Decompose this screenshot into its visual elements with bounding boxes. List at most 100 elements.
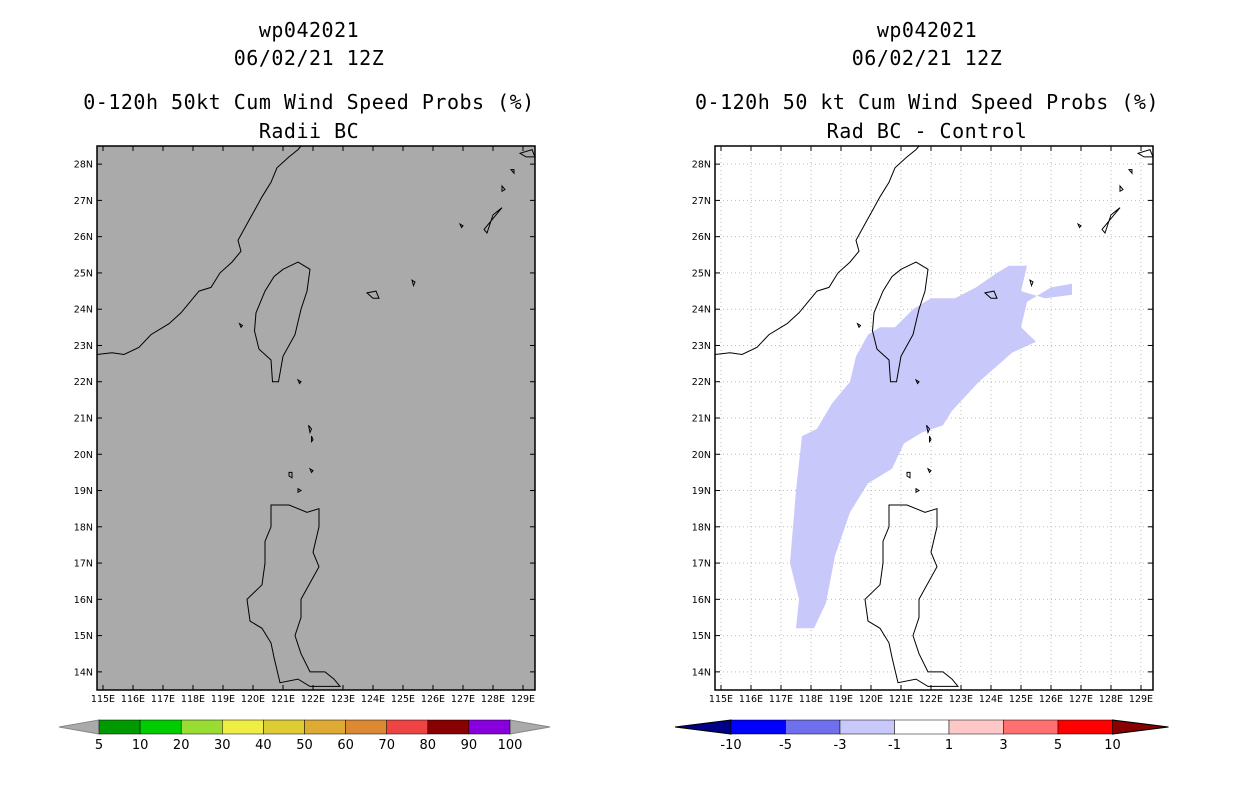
lon-label: 123E [949, 694, 973, 705]
storm-id: wp042021 [876, 18, 978, 42]
lat-label: 19N [74, 486, 93, 497]
coastline-china [96, 145, 302, 356]
lat-label: 21N [692, 414, 711, 425]
lat-label: 19N [692, 486, 711, 497]
panel-rad-bc-control: wp042021 06/02/21 12Z 0-120h 50 kt Cum W… [618, 0, 1236, 800]
lon-label: 120E [859, 694, 883, 705]
lat-label: 16N [74, 595, 93, 606]
colorbar-low-end [674, 719, 732, 735]
island [915, 487, 920, 494]
island [1101, 207, 1121, 235]
colorbar-label: 1 [945, 738, 953, 753]
product-subtitle: Rad BC - Control [826, 119, 1028, 143]
lon-label: 120E [241, 694, 265, 705]
colorbar-label: 40 [255, 738, 272, 753]
colorbar-label: 90 [461, 738, 478, 753]
lon-label: 126E [421, 694, 445, 705]
island [297, 487, 302, 494]
lon-label: 115E [91, 694, 115, 705]
island [288, 471, 293, 479]
colorbar-label: 20 [173, 738, 190, 753]
island [1076, 222, 1082, 229]
lat-label: 20N [692, 450, 711, 461]
island [914, 378, 920, 385]
forecast-time: 06/02/21 12Z [233, 46, 385, 70]
lat-label: 25N [692, 268, 711, 279]
colorbar-swatch [894, 719, 950, 735]
storm-id: wp042021 [258, 18, 360, 42]
lat-label: 27N [74, 196, 93, 207]
colorbar-label: 10 [1104, 738, 1121, 753]
colorbar-swatch [98, 719, 141, 735]
colorbar-label: 60 [337, 738, 354, 753]
lon-label: 123E [331, 694, 355, 705]
island [311, 435, 314, 443]
colorbar-swatch [730, 719, 786, 735]
lon-label: 126E [1039, 694, 1063, 705]
lat-label: 20N [74, 450, 93, 461]
island [308, 424, 313, 435]
coastline-taiwan [253, 261, 311, 383]
product-subtitle: Radii BC [258, 119, 360, 143]
colorbar-label: -5 [779, 738, 792, 753]
island [411, 279, 416, 288]
island [1029, 279, 1034, 288]
colorbar-label: 5 [95, 738, 103, 753]
lat-label: 14N [692, 667, 711, 678]
lon-label: 129E [511, 694, 535, 705]
lat-label: 24N [692, 305, 711, 316]
island [483, 207, 503, 235]
lon-label: 117E [151, 694, 175, 705]
colorbar-swatch [427, 719, 470, 735]
island [238, 322, 244, 329]
lon-label: 122E [301, 694, 325, 705]
island [926, 424, 931, 435]
colorbar: -10 -5 -3 -1 1 3 5 10 [674, 719, 1169, 753]
island [906, 471, 911, 479]
colorbar-swatch [1003, 719, 1059, 735]
colorbar-label: 30 [214, 738, 231, 753]
lon-label: 119E [829, 694, 853, 705]
lat-label: 28N [74, 160, 93, 171]
colorbar-swatch [263, 719, 305, 735]
lat-label: 17N [74, 559, 93, 570]
lon-label: 127E [451, 694, 475, 705]
colorbar-high-end [509, 719, 551, 735]
map-area [97, 146, 535, 690]
colorbar-swatch [386, 719, 429, 735]
lat-label: 26N [692, 232, 711, 243]
lat-label: 14N [74, 667, 93, 678]
lon-label: 128E [481, 694, 505, 705]
lon-label: 125E [1009, 694, 1033, 705]
lat-label: 25N [74, 268, 93, 279]
lon-label: 118E [181, 694, 205, 705]
lat-label: 16N [692, 595, 711, 606]
colorbar-swatch [948, 719, 1004, 735]
colorbar-swatch [839, 719, 895, 735]
colorbar-swatch [345, 719, 387, 735]
lon-label: 128E [1099, 694, 1123, 705]
lon-label: 119E [211, 694, 235, 705]
island [458, 222, 464, 229]
lat-label: 23N [692, 341, 711, 352]
colorbar: 5 10 20 30 40 50 60 70 80 90 100 [58, 719, 551, 753]
island [926, 467, 932, 474]
island [365, 290, 380, 299]
difference-shading [790, 265, 1072, 629]
coastline-luzon [864, 504, 960, 687]
island [856, 322, 862, 329]
colorbar-swatch [304, 719, 346, 735]
lat-label: 24N [74, 305, 93, 316]
colorbar-swatch [180, 719, 223, 735]
colorbar-label: 70 [378, 738, 395, 753]
coastline-luzon [246, 504, 342, 687]
island [308, 467, 314, 474]
lon-label: 127E [1069, 694, 1093, 705]
product-title: 0-120h 50kt Cum Wind Speed Probs (%) [83, 90, 535, 114]
colorbar-swatch [785, 719, 841, 735]
lon-label: 124E [979, 694, 1003, 705]
island [509, 169, 515, 175]
lat-label: 22N [692, 377, 711, 388]
lon-label: 125E [391, 694, 415, 705]
lat-label: 26N [74, 232, 93, 243]
